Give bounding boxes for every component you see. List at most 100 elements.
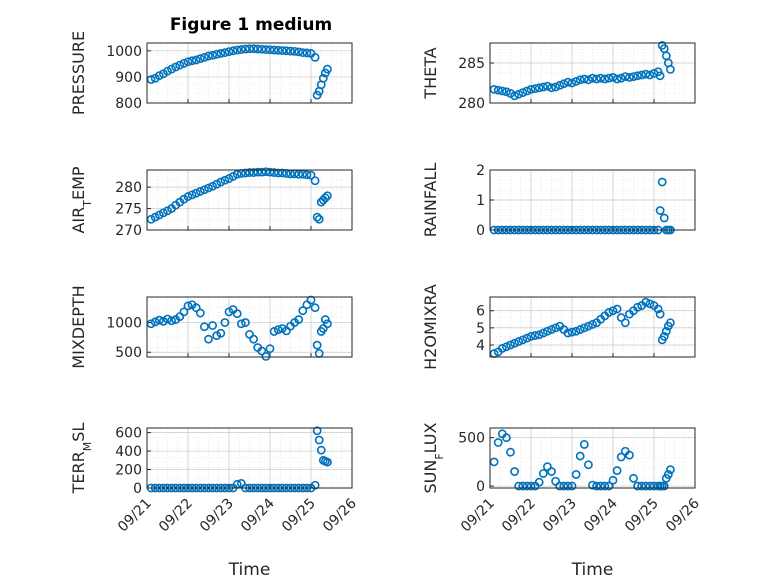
y-tick-label: 5 [476, 321, 485, 337]
data-point [588, 320, 597, 329]
data-point [659, 332, 669, 341]
data-point [655, 206, 665, 215]
data-point [596, 73, 606, 83]
y-tick-label: 200 [115, 463, 142, 479]
data-point [633, 481, 642, 491]
data-point [522, 333, 532, 343]
data-point [551, 323, 560, 333]
data-point [220, 318, 230, 327]
data-point [179, 58, 189, 68]
data-point [551, 82, 560, 92]
y-tick-label: 280 [115, 180, 142, 196]
data-point [298, 48, 308, 58]
axes-box [489, 427, 696, 489]
data-point [204, 51, 213, 61]
data-point [526, 85, 536, 94]
data-point [666, 318, 675, 328]
y-axis-label: SUNFLUX [421, 422, 446, 493]
data-point [657, 177, 667, 187]
data-point [257, 346, 267, 356]
data-point [518, 88, 528, 97]
data-point [240, 168, 250, 178]
data-point [204, 334, 213, 344]
data-point [312, 212, 322, 222]
y-tick-label: 280 [458, 96, 485, 112]
data-point [195, 308, 205, 318]
data-point [559, 481, 569, 491]
data-point [666, 465, 675, 475]
data-point [563, 481, 573, 491]
data-point [298, 169, 308, 179]
data-point [501, 87, 511, 97]
data-point [661, 326, 671, 336]
data-point [584, 460, 593, 470]
data-point [584, 321, 593, 331]
data-point [306, 295, 316, 305]
axes-box [146, 42, 353, 104]
data-point [236, 319, 246, 329]
data-point [518, 481, 528, 491]
data-point [629, 473, 638, 483]
data-point [645, 70, 655, 80]
figure-title: Figure 1 medium [170, 15, 332, 35]
data-point [571, 326, 581, 336]
axes-box [146, 169, 353, 231]
subplot-pressure: 800 900 1000 PRESSURE [69, 31, 353, 115]
data-point [579, 440, 589, 449]
data-point [547, 83, 556, 93]
y-tick-label: 285 [458, 56, 485, 72]
data-point [240, 318, 250, 327]
data-point [314, 435, 324, 445]
data-point [493, 85, 503, 95]
x-tick-label: 09/25 [622, 496, 662, 536]
data-point [530, 84, 540, 93]
data-point [633, 302, 642, 312]
y-tick-label: 275 [115, 202, 142, 218]
data-point [567, 327, 577, 337]
y-axis-label: AIRTEMP [69, 166, 94, 233]
axes-box [489, 169, 696, 231]
subplot-h2omixra: 456 H2OMIXRA [421, 284, 696, 370]
data-point [265, 344, 275, 354]
data-point [269, 168, 279, 177]
data-point [579, 74, 589, 84]
data-point [538, 82, 548, 92]
data-point [199, 322, 209, 332]
data-point [163, 314, 172, 324]
data-point [641, 297, 651, 307]
data-point [625, 73, 634, 82]
data-point [522, 86, 532, 96]
data-point [322, 319, 332, 329]
data-point [261, 352, 271, 361]
y-tick-label: 1 [476, 193, 485, 209]
data-point [249, 334, 258, 344]
y-tick-label: 500 [458, 431, 485, 447]
data-point [320, 193, 330, 203]
data-point [294, 47, 304, 57]
data-point [150, 317, 160, 327]
data-point [608, 306, 618, 316]
x-axis-label: Time [228, 560, 271, 580]
y-tick-label: 0 [476, 223, 485, 239]
y-axis-label: PRESSURE [69, 31, 88, 115]
data-point [604, 73, 614, 83]
data-point [253, 167, 263, 177]
data-point [600, 74, 610, 84]
data-point [228, 46, 238, 56]
data-point [249, 44, 258, 54]
subplot-sun-flux: 0 500 09/21 09/22 09/23 09/24 09/25 09/26 SUNFLU… [421, 422, 703, 580]
data-point [588, 73, 597, 83]
data-point [645, 299, 655, 309]
data-point [306, 170, 316, 180]
x-tick-label: 09/22 [499, 496, 539, 536]
data-point [620, 72, 630, 81]
data-point [294, 169, 304, 179]
data-point [563, 77, 573, 87]
data-point [187, 56, 197, 66]
data-point [191, 303, 201, 313]
data-point [224, 47, 234, 57]
data-point [290, 46, 299, 56]
subplot-theta: 280 285 THETA [421, 41, 696, 112]
data-point [659, 481, 669, 491]
data-point [273, 325, 283, 335]
